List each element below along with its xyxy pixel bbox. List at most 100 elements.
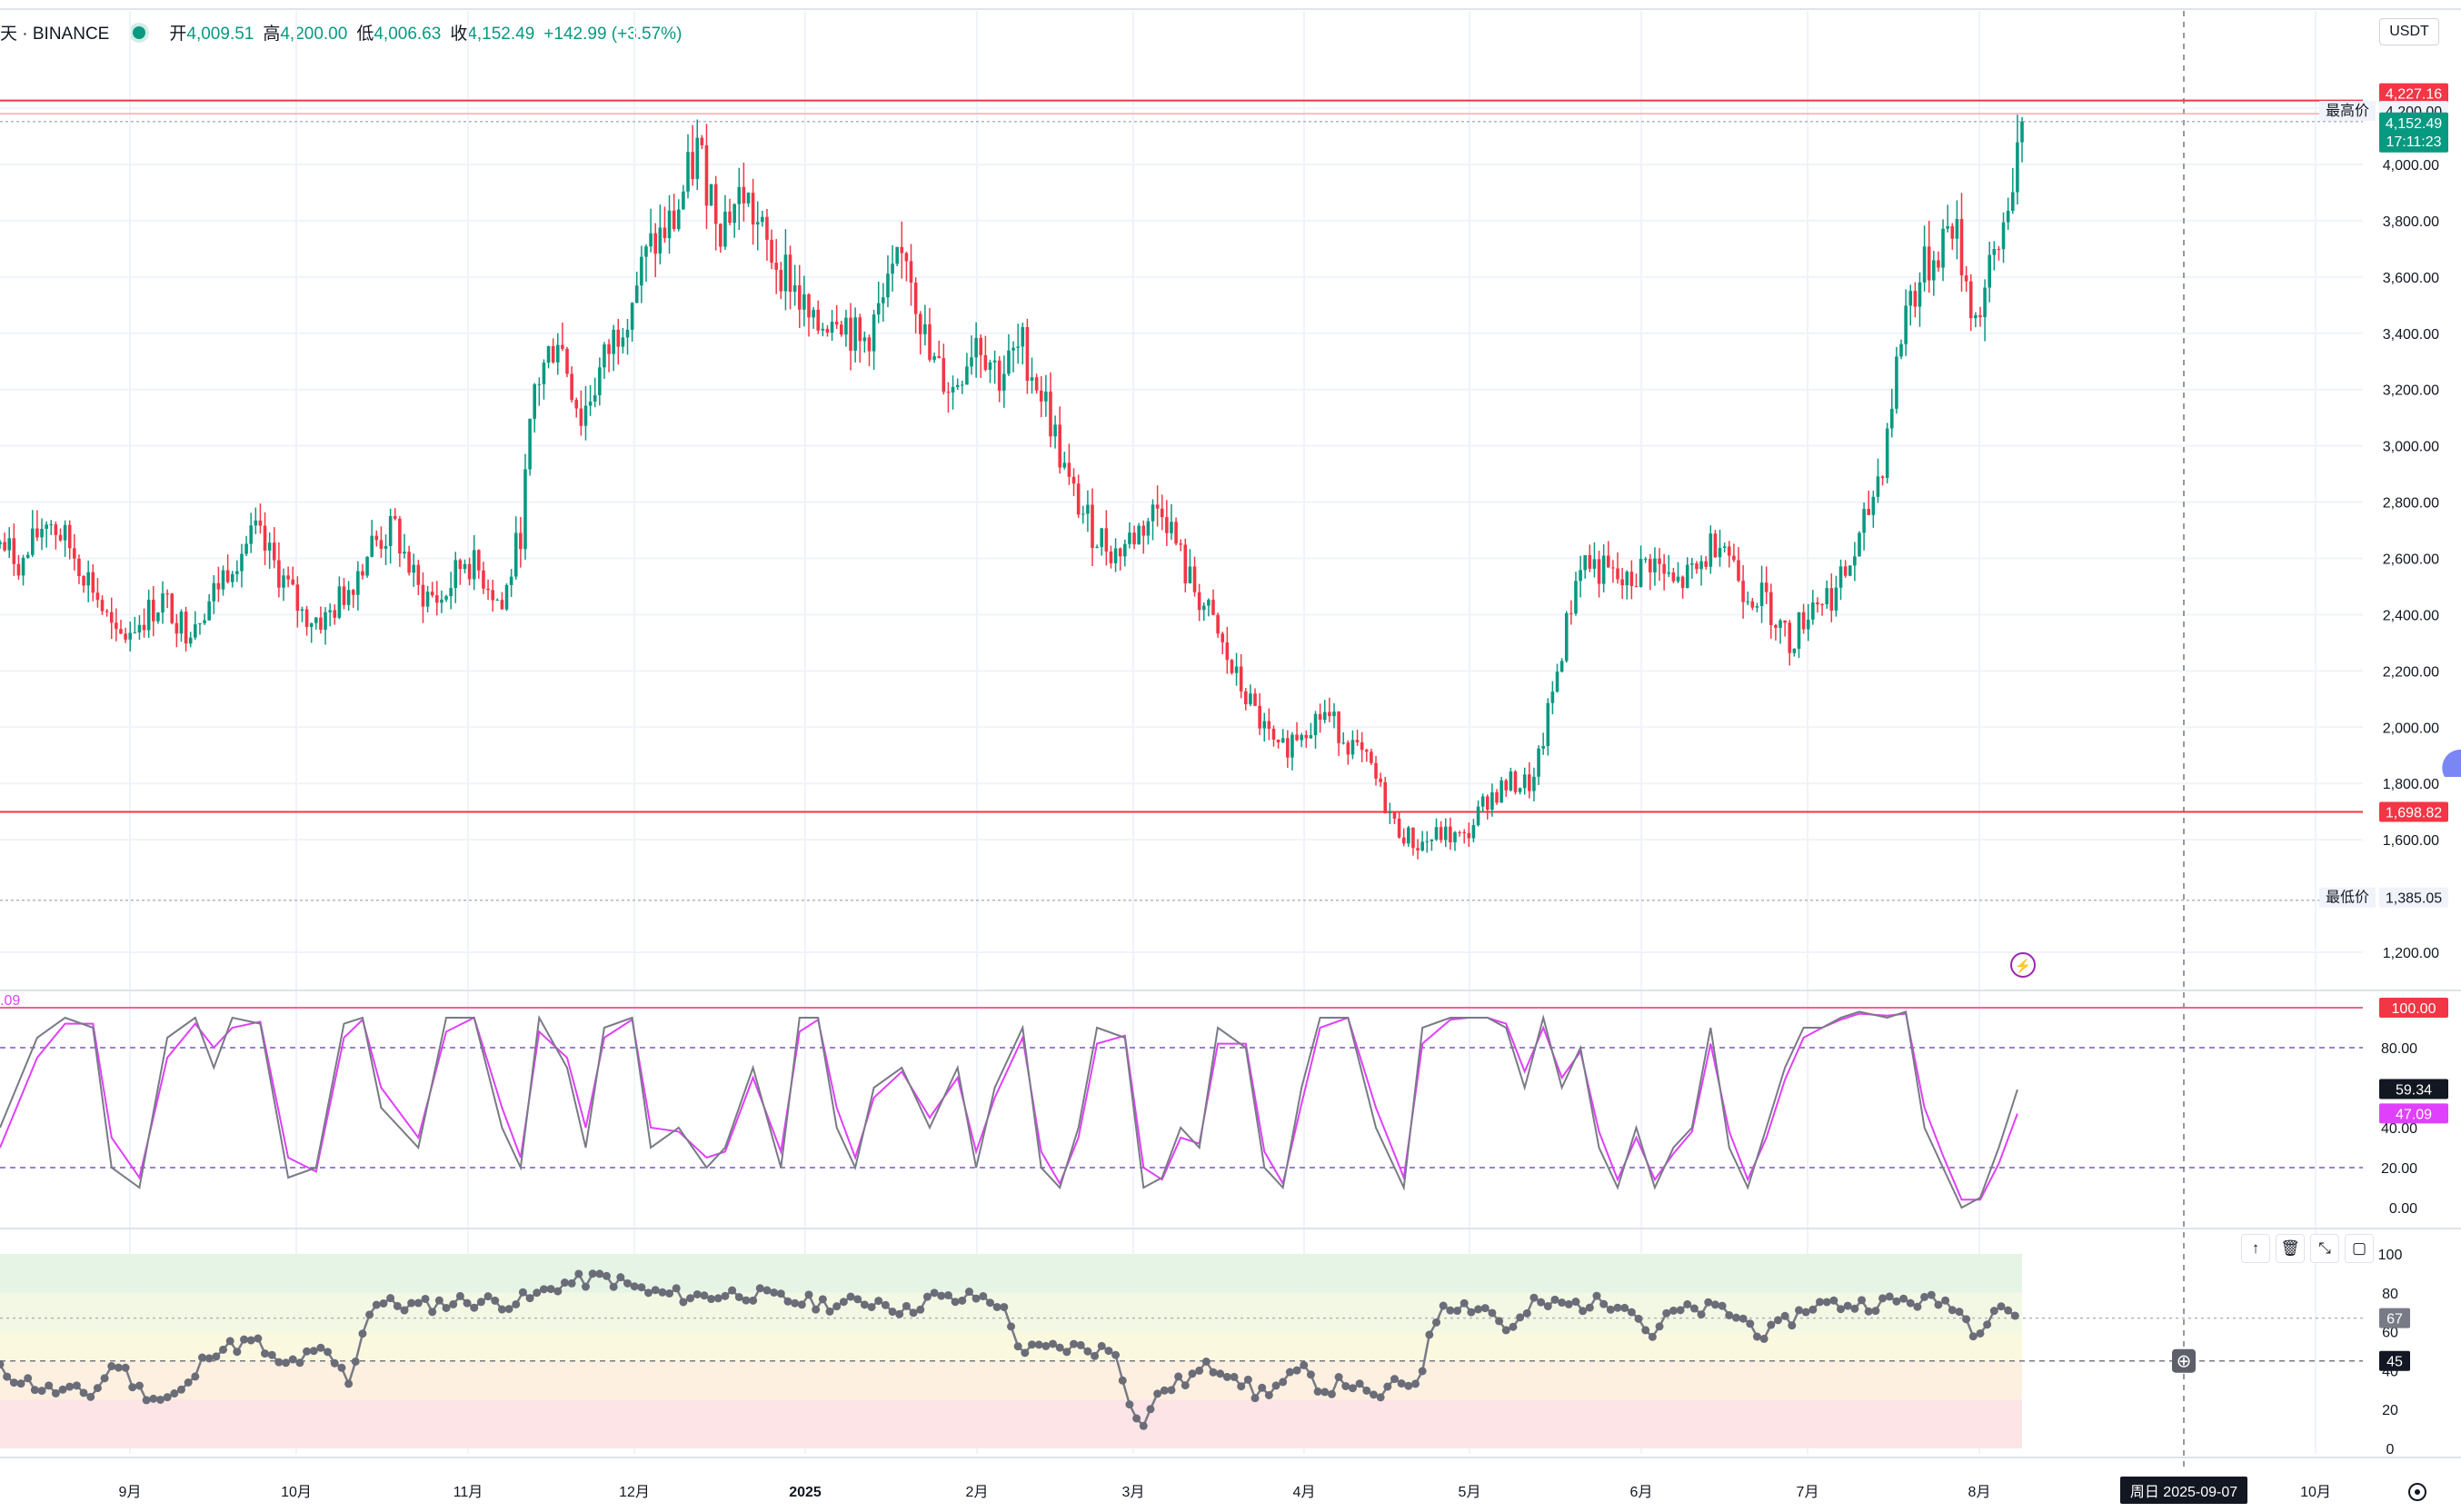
collapse-icon[interactable]: ⤡ bbox=[2310, 1234, 2339, 1263]
high-tag: 最高价 bbox=[2326, 103, 2369, 119]
rsi-dot bbox=[1648, 1332, 1657, 1341]
stoch-legend-value: .09 bbox=[0, 993, 20, 1009]
symbol-label[interactable]: 天 · BINANCE bbox=[0, 25, 110, 44]
candle-body bbox=[579, 408, 583, 426]
rsi-dot bbox=[1620, 1303, 1629, 1312]
candle-body bbox=[1899, 343, 1903, 357]
rsi-dot bbox=[121, 1363, 130, 1372]
candle-body bbox=[1146, 521, 1151, 536]
low-price-label-bg bbox=[2379, 887, 2448, 908]
maximize-icon[interactable]: ▢ bbox=[2345, 1234, 2374, 1263]
candle-body bbox=[128, 632, 133, 640]
candle-body bbox=[1067, 463, 1071, 477]
price-tick-label: 3,000.00 bbox=[2383, 440, 2439, 455]
rsi-dot bbox=[219, 1345, 228, 1354]
rsi-dot bbox=[539, 1285, 548, 1294]
candle-body bbox=[324, 612, 327, 631]
rsi-upper-bg bbox=[2379, 1308, 2410, 1328]
rsi-dot bbox=[1118, 1376, 1127, 1385]
support-price-label: 1,698.82 bbox=[2386, 806, 2442, 821]
rsi-dot bbox=[288, 1355, 297, 1364]
pane-toolbar: ↑ 🗑 ⤡ ▢ bbox=[2241, 1234, 2374, 1263]
candle-body bbox=[491, 590, 494, 601]
candle-body bbox=[840, 324, 843, 335]
rsi-dot bbox=[1655, 1322, 1664, 1331]
market-status-icon bbox=[133, 25, 146, 39]
candle-body bbox=[2010, 192, 2015, 211]
candle-body bbox=[1978, 315, 1982, 318]
candle-body bbox=[1216, 614, 1220, 634]
rsi-dot bbox=[428, 1308, 437, 1317]
candle-body bbox=[1453, 831, 1457, 842]
rsi-dot bbox=[1962, 1315, 1971, 1324]
candle-body bbox=[1095, 546, 1099, 549]
rsi-dot bbox=[330, 1358, 339, 1368]
candle-body bbox=[830, 322, 834, 333]
candle-body bbox=[1170, 522, 1173, 533]
candle-body bbox=[1564, 612, 1569, 662]
rsi-dot bbox=[888, 1308, 897, 1317]
rsi-dot bbox=[1013, 1342, 1022, 1351]
rsi-dot bbox=[1167, 1386, 1176, 1395]
rsi-dot bbox=[1404, 1381, 1413, 1390]
delete-icon[interactable]: 🗑 bbox=[2276, 1234, 2305, 1263]
resistance-price-label: 4,227.16 bbox=[2386, 87, 2442, 103]
rsi-dot bbox=[1634, 1314, 1643, 1323]
time-axis-label: 9月 bbox=[119, 1485, 142, 1500]
candle-body bbox=[1964, 275, 1968, 282]
rsi-dot bbox=[240, 1335, 249, 1344]
rsi-dot bbox=[1132, 1414, 1141, 1423]
low-tag-bg bbox=[2319, 887, 2376, 908]
candle-body bbox=[156, 612, 160, 622]
candle-body bbox=[1411, 827, 1415, 849]
rsi-dot bbox=[658, 1288, 667, 1297]
zone-3 bbox=[0, 1360, 2022, 1400]
rsi-dot bbox=[176, 1385, 185, 1394]
candle-body bbox=[942, 358, 946, 393]
candle-body bbox=[1313, 713, 1318, 736]
rsi-dot bbox=[971, 1294, 981, 1303]
candle-body bbox=[513, 532, 518, 577]
rsi-dot bbox=[1955, 1308, 1964, 1317]
rsi-dot bbox=[1641, 1326, 1650, 1335]
rsi-dot bbox=[421, 1294, 430, 1303]
candle-body bbox=[1885, 428, 1889, 478]
candle-body bbox=[523, 469, 527, 550]
rsi-dot bbox=[1439, 1301, 1448, 1310]
candle-body bbox=[1616, 568, 1619, 580]
rsi-dot bbox=[1300, 1360, 1309, 1369]
rsi-dot bbox=[609, 1282, 618, 1291]
candle-body bbox=[1532, 776, 1536, 791]
candle-body bbox=[1685, 564, 1689, 589]
time-axis-label: 4月 bbox=[1293, 1485, 1316, 1500]
rsi-dot bbox=[504, 1305, 513, 1314]
rsi-dot bbox=[707, 1295, 716, 1304]
candle-body bbox=[388, 515, 393, 546]
candle-body bbox=[1597, 559, 1601, 584]
rsi-dot bbox=[728, 1286, 737, 1295]
rsi-dot bbox=[755, 1284, 764, 1293]
candle-body bbox=[988, 362, 992, 370]
candle-body bbox=[1727, 546, 1731, 556]
rsi-tick-label: 0 bbox=[2386, 1442, 2395, 1457]
candle-body bbox=[891, 264, 894, 274]
candle-body bbox=[709, 184, 713, 206]
candle-body bbox=[955, 384, 960, 388]
candle-body bbox=[146, 600, 151, 631]
rsi-dot bbox=[1801, 1308, 1810, 1317]
candle-body bbox=[398, 518, 402, 554]
rsi-dot bbox=[1571, 1298, 1580, 1307]
rsi-dot bbox=[413, 1298, 423, 1308]
candle-body bbox=[2020, 121, 2024, 143]
currency-button[interactable]: USDT bbox=[2379, 18, 2439, 45]
rsi-dot bbox=[623, 1278, 633, 1288]
candle-body bbox=[188, 637, 193, 644]
move-up-icon[interactable]: ↑ bbox=[2241, 1234, 2270, 1263]
rsi-dot bbox=[37, 1387, 46, 1396]
rsi-dot bbox=[379, 1298, 388, 1308]
candle-body bbox=[719, 224, 722, 247]
candle-body bbox=[184, 612, 188, 644]
candle-body bbox=[853, 317, 857, 351]
candle-body bbox=[109, 612, 114, 623]
